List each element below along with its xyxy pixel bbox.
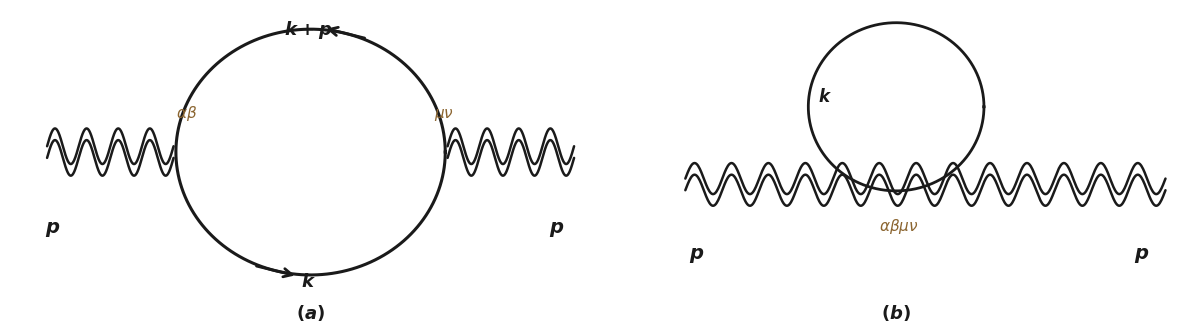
- Text: $\alpha\beta\mu\nu$: $\alpha\beta\mu\nu$: [878, 217, 918, 236]
- Text: $\alpha\beta$: $\alpha\beta$: [176, 104, 197, 123]
- Text: $\boldsymbol{p}$: $\boldsymbol{p}$: [45, 220, 61, 239]
- Text: $\boldsymbol{p}$: $\boldsymbol{p}$: [1134, 246, 1150, 265]
- Text: $\boldsymbol{(b)}$: $\boldsymbol{(b)}$: [881, 304, 911, 323]
- Text: $\mu\nu$: $\mu\nu$: [434, 107, 454, 123]
- Text: $\boldsymbol{k}$: $\boldsymbol{k}$: [301, 273, 315, 291]
- Text: $\boldsymbol{p}$: $\boldsymbol{p}$: [690, 246, 705, 265]
- Text: $\boldsymbol{p}$: $\boldsymbol{p}$: [549, 220, 564, 239]
- Text: $\boldsymbol{k}$: $\boldsymbol{k}$: [817, 88, 832, 106]
- Text: $\boldsymbol{k+p}$: $\boldsymbol{k+p}$: [284, 19, 332, 42]
- Text: $\boldsymbol{(a)}$: $\boldsymbol{(a)}$: [296, 304, 325, 323]
